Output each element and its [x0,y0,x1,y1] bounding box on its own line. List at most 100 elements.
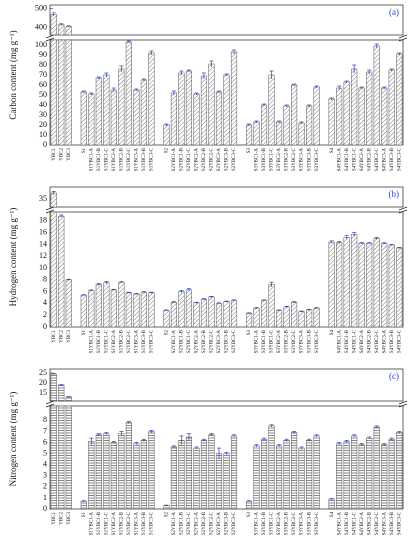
x-tick-label: S4YBC3-A [382,148,387,172]
x-tick-label: S4YBC3-C [397,329,402,353]
axis-break [45,37,55,42]
y-tick-label: 7 [43,426,47,435]
bar [336,443,343,510]
x-tick-label: S1YBC2-A [112,330,117,354]
y-tick-label: 500 [35,4,47,13]
bar [283,105,290,146]
x-tick-label: S3YBC2-A [277,512,282,536]
bar [336,87,343,146]
x-tick-label: S3YBC3-B [307,511,312,535]
x-tick-label: S1YBC1-C [104,329,109,353]
x-tick-label: S4 [330,330,335,336]
y-tick-label: 18 [39,216,47,225]
x-tick-label: S1YBC2-C [127,511,132,535]
bar [381,87,388,146]
y-tick-label: 0 [43,504,47,513]
y-tick-label: 0 [43,140,47,149]
bar [95,77,102,146]
x-tick-label: S1YBC3-A [135,148,140,172]
x-tick-label: S1YBC3-B [142,511,147,535]
x-tick-label: S2YBC1-B [180,147,185,171]
bar [163,310,170,328]
x-tick-label: S4YBC1-B [345,329,350,353]
x-tick-label: S3YBC3-B [307,147,312,171]
axis-break [398,34,408,39]
x-tick-label: S2YBC2-C [210,511,215,535]
bar [381,243,388,328]
bar [253,121,260,146]
bar [88,290,95,328]
bar [185,436,193,510]
axis-break [45,34,55,39]
x-tick-label: S3 [247,512,252,518]
bar [396,432,403,510]
x-tick-label: YBC3 [67,330,72,343]
bar-upper [65,26,72,36]
x-tick-label: S2 [165,512,170,518]
bar [276,310,283,328]
bar [230,300,238,328]
x-tick-label: S3YBC3-B [307,329,312,353]
x-tick-label: S4YBC2-A [360,148,365,172]
x-tick-label: S4YBC3-B [390,147,395,171]
x-tick-label: S1YBC1-C [104,147,109,171]
x-tick-label: S1YBC1-A [89,512,94,536]
bar [306,309,313,328]
bar [313,307,320,328]
bar [245,500,253,510]
y-tick-label: 14 [39,239,47,248]
bar [208,296,215,328]
bar [88,93,95,146]
bar [215,453,223,510]
axis-break [45,403,55,408]
bar [148,292,155,328]
bar [110,289,117,328]
x-tick-label: S4YBC2-C [375,329,380,353]
bar [351,68,358,146]
bar [260,438,268,510]
bar [388,438,395,510]
bar [178,440,185,510]
x-tick-label: S3YBC3-C [315,511,320,535]
y-tick-label: 8 [43,415,47,424]
bar [373,238,380,328]
x-tick-label: S4YBC1-C [352,147,357,171]
panel-label: (a) [389,7,399,17]
bar [373,426,380,510]
bar [125,422,132,510]
x-tick-label: S1YBC2-C [127,329,132,353]
x-tick-label: S4YBC1-A [337,512,342,536]
x-tick-label: S1 [82,330,87,336]
axis-break [398,400,408,405]
x-tick-label: S1YBC1-B [97,511,102,535]
y-tick-label: 25 [39,368,47,377]
bar [140,291,147,328]
x-tick-label: YBC3 [67,148,72,161]
x-tick-label: S3 [247,330,252,336]
bar [358,87,365,146]
x-tick-label: S2 [165,148,170,154]
x-tick-label: S2YBC1-C [187,511,192,535]
bar [103,74,110,146]
x-tick-label: S3YBC3-C [315,329,320,353]
bar [343,441,350,510]
x-tick-label: S3YBC1-C [270,329,275,353]
x-tick-label: S2YBC1-B [180,329,185,353]
x-tick-label: S4 [330,512,335,518]
x-tick-label: S2YBC1-C [187,329,192,353]
x-tick-label: S2YBC3-A [217,330,222,354]
bar [208,63,215,146]
bar [230,51,238,146]
bar [80,91,87,146]
bar [336,242,343,328]
x-tick-label: S2 [165,330,170,336]
x-tick-label: S2YBC2-C [210,329,215,353]
bar [268,425,275,510]
x-tick-label: S2YBC2-A [195,512,200,536]
y-tick-label: 2 [43,310,47,319]
x-tick-label: S1YBC2-A [112,148,117,172]
bar [50,405,57,510]
bar [358,444,365,510]
bar [125,41,132,146]
axis-frame [49,186,404,208]
